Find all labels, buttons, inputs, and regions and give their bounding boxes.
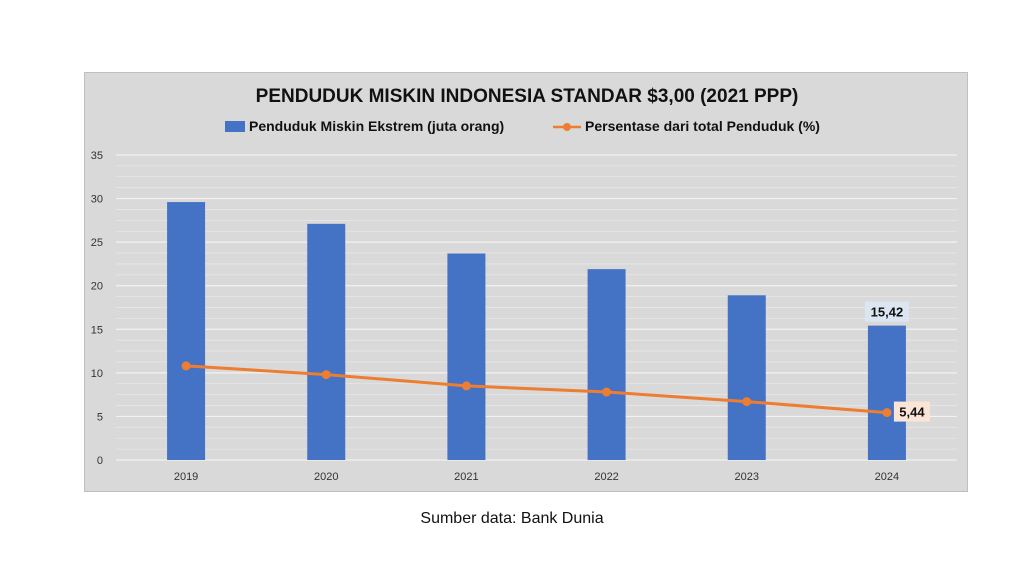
y-tick-label: 5 [97, 411, 103, 423]
chart-panel: PENDUDUK MISKIN INDONESIA STANDAR $3,00 … [84, 72, 968, 492]
x-tick-label: 2019 [174, 471, 198, 483]
y-tick-label: 20 [91, 281, 103, 293]
y-tick-label: 0 [97, 455, 103, 467]
data-label-bar: 15,42 [871, 305, 904, 320]
x-axis-ticks: 2019 2020 2021 2022 2023 2024 [174, 471, 899, 483]
x-tick-label: 2021 [454, 471, 478, 483]
legend: Penduduk Miskin Ekstrem (juta orang) Per… [225, 118, 820, 134]
bar-series [167, 202, 906, 461]
x-tick-label: 2023 [735, 471, 759, 483]
chart-svg: PENDUDUK MISKIN INDONESIA STANDAR $3,00 … [91, 86, 957, 483]
y-axis-ticks: 0 5 10 15 20 25 30 35 [91, 150, 103, 467]
bar-2024 [867, 325, 906, 460]
x-tick-label: 2024 [875, 471, 899, 483]
line-point-2023 [742, 397, 752, 407]
percentage-line [185, 364, 888, 415]
bar-2020 [307, 223, 346, 460]
line-point-2022 [602, 387, 612, 397]
x-tick-label: 2022 [594, 471, 618, 483]
y-tick-label: 10 [91, 368, 103, 380]
y-tick-label: 35 [91, 150, 103, 162]
source-note: Sumber data: Bank Dunia [420, 510, 604, 527]
line-series [181, 361, 892, 418]
y-tick-label: 25 [91, 237, 103, 249]
line-point-2020 [321, 370, 331, 380]
legend-swatch-bars [225, 121, 245, 132]
line-point-2021 [461, 381, 471, 391]
data-label-box [864, 301, 909, 322]
bar-2021 [447, 253, 486, 460]
legend-label-line: Persentase dari total Penduduk (%) [585, 118, 820, 134]
y-tick-label: 15 [91, 324, 103, 336]
line-point-2024 [882, 408, 892, 418]
legend-label-bars: Penduduk Miskin Ekstrem (juta orang) [249, 118, 504, 134]
bar-2022 [587, 269, 626, 460]
y-tick-label: 30 [91, 194, 103, 206]
x-tick-label: 2020 [314, 471, 338, 483]
chart-title: PENDUDUK MISKIN INDONESIA STANDAR $3,00 … [256, 86, 799, 107]
legend-swatch-marker [563, 123, 571, 131]
bar-2019 [167, 202, 206, 461]
bar-2023 [727, 295, 766, 460]
data-label-box [893, 401, 930, 422]
gridlines [116, 154, 957, 461]
data-labels: 15,42 5,44 [864, 301, 930, 422]
line-point-2019 [181, 361, 191, 371]
data-label-line: 5,44 [899, 405, 925, 420]
